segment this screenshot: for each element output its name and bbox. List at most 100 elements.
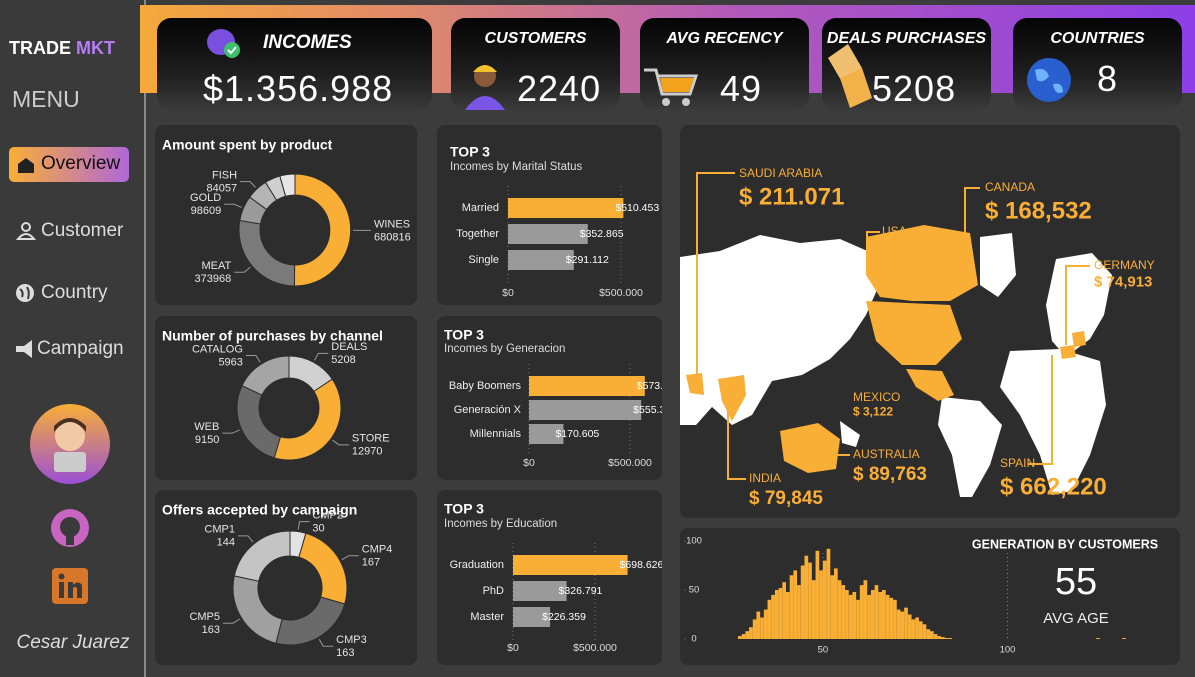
histogram-bar [933,634,938,639]
histogram-bar [882,590,886,639]
histogram-bar [826,548,831,639]
x-tick-label: $500.000 [599,287,643,299]
avg-age-label: AVG AGE [1043,610,1109,627]
icon [16,284,34,302]
icon [828,44,872,108]
histogram-bar [763,609,768,639]
nav-item[interactable]: Country [41,282,108,303]
slice-label: DEALS [331,341,367,353]
y-tick-label: 50 [689,585,700,596]
histogram-bar [804,555,809,639]
histogram-bar [782,582,786,639]
leader-line [223,618,241,624]
slice-value: 5208 [331,354,355,366]
slice-label: GOLD [190,192,221,204]
slice-value: 144 [217,537,235,549]
histogram-bar [848,594,853,639]
country-value: $ 3,122 [853,404,893,418]
value-label: $510.453 [615,202,659,214]
slice-label: CMP5 [189,611,220,623]
pie-slice [293,173,352,287]
histogram-bar [852,591,857,639]
slice-value: 373968 [195,273,232,285]
menu-title: MENU [12,86,80,112]
histogram-bar [944,638,949,639]
github-icon[interactable] [50,508,90,548]
bar [513,555,628,575]
highlighted-country [686,225,1086,473]
country-value: $ 662,220 [1000,474,1107,501]
slice-value: 9150 [195,434,219,446]
slice-value: 163 [336,647,354,659]
icon [644,68,699,106]
slice-value: 680816 [374,231,411,243]
kpi-value: 5208 [872,68,957,109]
callout-line [1028,355,1053,465]
pie-slice [298,532,348,605]
slice-label: STORE [352,433,390,445]
y-tick-label: Baby Boomers [449,380,522,392]
kpi-value: 49 [720,68,763,109]
pie-slice [241,355,290,396]
chart-title: TOP 3 [444,501,484,517]
nav-item[interactable]: Campaign [37,338,124,359]
histogram-bar [1096,638,1100,639]
kpi-label: INCOMES [263,32,352,53]
country-name: GERMANY [1094,258,1155,272]
histogram-bar [885,594,890,639]
kpi-label: DEALS PURCHASES [826,30,987,47]
bar [513,607,551,627]
kpi-value: $1.356.988 [203,68,394,109]
histogram-bar [793,570,798,639]
y-tick-label: Millennials [470,428,522,440]
x-tick-label: 50 [818,645,829,656]
country-name: INDIA [749,471,781,485]
slice-value: 84057 [207,183,238,195]
icon [1027,58,1071,102]
nav-item[interactable]: Customer [41,220,124,241]
value-label: $170.605 [555,428,599,440]
chart-title: TOP 3 [444,327,484,343]
linkedin-icon[interactable] [52,568,88,604]
chart-subtitle: Incomes by Marital Status [450,161,583,173]
x-tick-label: $500.000 [608,457,652,469]
icon [207,29,240,58]
chart-subtitle: Incomes by Education [444,518,557,530]
leader-line [240,181,256,188]
chart-subtitle: Incomes by Generacion [444,343,565,355]
histogram-bar [745,631,750,639]
icon [16,222,36,240]
x-tick-label: 100 [1000,645,1016,656]
icon [18,158,34,173]
nav-active[interactable]: Overview [9,147,129,182]
country-name: USA [882,224,907,238]
leader-line [222,429,240,434]
kpi-card: CUSTOMERS 2240 [451,18,620,110]
y-tick-label: PhD [483,585,504,597]
nav-item[interactable]: Overview [41,153,121,174]
bar [508,224,588,244]
slice-value: 30 [312,523,324,535]
country-value: $ 79,845 [749,488,823,509]
histogram-bar [845,590,849,639]
value-label: $291.112 [566,254,609,266]
y-tick-label: Master [470,611,504,623]
value-label: $698.626 [620,559,662,571]
histogram-bar [752,619,757,639]
value-label: $352.865 [580,228,624,240]
histogram-bar [911,619,916,639]
kpi-card: INCOMES $1.356.988 [157,18,432,110]
kpi-label: CUSTOMERS [484,30,587,47]
callout-line [727,410,746,480]
sidebar: TRADE MKT MENU Overview Customer Country… [0,0,146,677]
histogram-bar [874,585,879,639]
histogram-bar [760,617,764,639]
country-value: $ 211.071 [739,184,844,211]
y-tick-label: Married [462,202,499,214]
pie-slice [279,173,296,197]
